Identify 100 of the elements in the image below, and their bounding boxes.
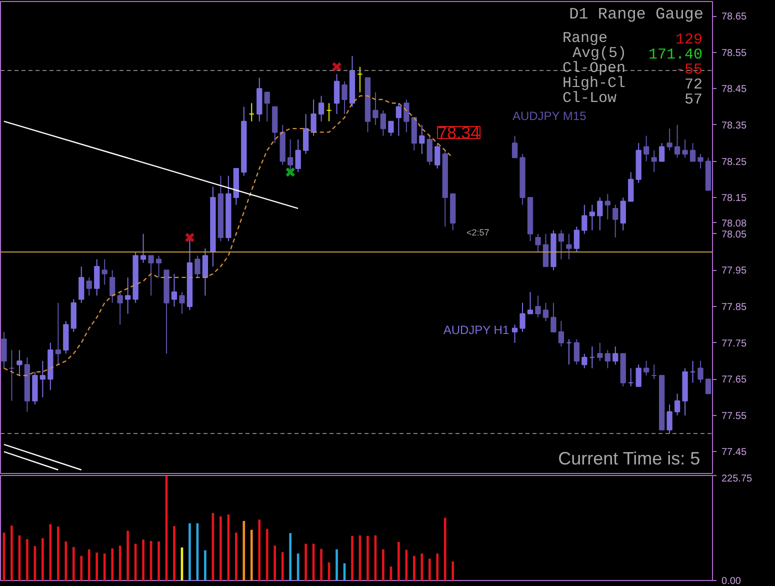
candlestick <box>318 95 324 122</box>
candlestick <box>558 320 564 347</box>
candlestick <box>124 276 131 314</box>
candlestick <box>302 114 309 154</box>
candlestick <box>78 266 84 304</box>
y-tick-label: 77.95 <box>722 266 747 277</box>
candlestick <box>512 135 518 158</box>
candlestick <box>542 302 549 322</box>
annotation: <2:57 <box>466 228 490 238</box>
candlestick <box>16 350 22 376</box>
candlestick <box>86 276 92 296</box>
candlestick <box>612 346 618 366</box>
y-tick-label: 78.08 <box>722 218 747 230</box>
candlestick <box>620 197 626 231</box>
candlestick <box>535 233 541 253</box>
candlestick <box>295 138 301 173</box>
candlestick <box>40 360 46 398</box>
candlestick <box>310 99 316 136</box>
candlestick <box>8 350 15 402</box>
candlestick <box>264 92 270 122</box>
candlestick <box>666 128 672 151</box>
annotation: 72 <box>684 76 703 94</box>
y-tick-label: 0.00 <box>722 576 742 586</box>
candlestick <box>334 74 340 115</box>
annotation: 57 <box>684 92 703 108</box>
point <box>285 167 296 178</box>
annotation: Range <box>562 30 608 47</box>
candlestick <box>140 233 146 264</box>
candlestick <box>117 291 123 326</box>
candlestick <box>110 270 116 304</box>
candlestick <box>698 153 704 170</box>
annotation: Current Time is: 5 <box>558 448 700 468</box>
candlestick <box>380 110 386 136</box>
candlestick <box>388 120 394 136</box>
candlestick <box>288 138 294 173</box>
candlestick <box>357 66 363 93</box>
y-tick-label: 78.05 <box>722 229 747 240</box>
candlestick <box>171 273 178 307</box>
y-tick-label: 77.65 <box>722 374 747 386</box>
y-tick-label: 78.35 <box>722 120 747 132</box>
candlestick <box>636 364 642 387</box>
annotation: High-Cl <box>562 75 626 92</box>
candlestick <box>574 338 580 366</box>
candlestick <box>674 124 680 158</box>
candlestick <box>558 230 564 260</box>
candlestick <box>698 360 704 384</box>
candlestick <box>690 360 696 384</box>
candlestick <box>566 338 572 366</box>
annotation: Avg(5) <box>572 45 627 62</box>
candlestick <box>582 353 588 369</box>
candlestick <box>527 291 534 314</box>
annotation: Cl-Open <box>562 60 626 77</box>
candlestick <box>644 135 650 162</box>
y-tick-label: 77.45 <box>722 447 747 458</box>
candlestick <box>628 172 634 202</box>
y-tick-label: 78.45 <box>722 84 747 96</box>
candlestick <box>535 295 541 318</box>
candlestick <box>690 142 696 162</box>
annotation: Cl-Low <box>562 90 617 107</box>
annotation: 171.40 <box>648 46 703 64</box>
candlestick <box>326 102 332 122</box>
candlestick <box>658 142 665 162</box>
candlestick <box>396 102 402 136</box>
candlestick <box>372 92 378 126</box>
annotation: -55 <box>675 62 703 78</box>
candlestick <box>179 291 185 314</box>
candlestick <box>148 255 154 296</box>
y-tick-label: 78.55 <box>722 48 747 59</box>
candlestick <box>404 99 410 133</box>
candlestick <box>597 342 603 362</box>
candlestick <box>434 142 440 170</box>
candlestick <box>651 364 657 380</box>
annotation: D1 Range Gauge <box>569 6 704 24</box>
y-tick-label: 78.25 <box>722 156 747 168</box>
candlestick <box>542 233 549 268</box>
candlestick <box>666 404 672 434</box>
series-label: AUDJPY M15 <box>512 109 587 124</box>
series-label: AUDJPY H1 <box>443 323 510 338</box>
candlestick <box>566 233 572 260</box>
y-tick-label: 77.55 <box>722 410 747 422</box>
candlestick <box>682 138 688 158</box>
candlestick <box>55 302 61 366</box>
candlestick <box>342 80 348 115</box>
candlestick <box>589 346 595 369</box>
candlestick <box>419 124 425 154</box>
annotation: 129 <box>675 32 703 48</box>
point <box>184 232 195 243</box>
candlestick <box>597 197 603 231</box>
candlestick <box>574 226 580 253</box>
candlestick <box>520 302 526 332</box>
candlestick <box>582 204 588 234</box>
candlestick <box>674 393 680 416</box>
candlestick <box>651 150 657 173</box>
candlestick <box>589 204 595 231</box>
y-tick-label: 225.75 <box>722 474 753 484</box>
candlestick <box>426 135 432 166</box>
y-tick-label: 78.15 <box>722 193 747 204</box>
candlestick <box>604 193 610 220</box>
candlestick <box>194 255 200 278</box>
point <box>332 62 342 72</box>
